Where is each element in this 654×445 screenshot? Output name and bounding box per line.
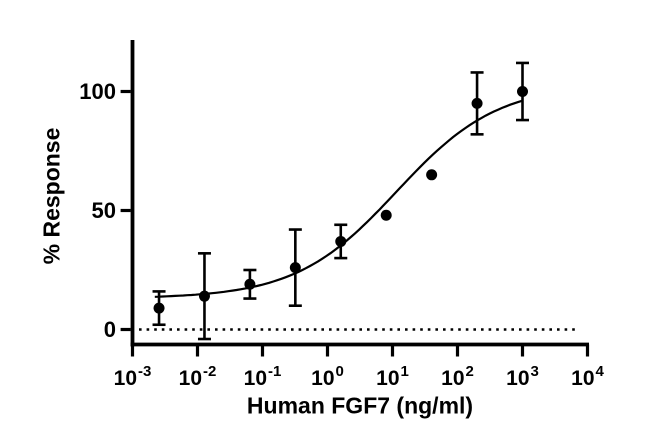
data-point-marker — [198, 290, 210, 302]
x-axis-title: Human FGF7 (ng/ml) — [246, 392, 474, 419]
data-point-marker — [153, 302, 165, 314]
data-point-marker — [335, 235, 347, 247]
x-tick-label: 102 — [441, 363, 474, 390]
data-point-marker — [289, 262, 301, 274]
x-tick-label: 10-3 — [114, 363, 152, 390]
x-tick-label: 103 — [506, 363, 539, 390]
data-point-marker — [244, 278, 256, 290]
x-tick-label: 101 — [376, 363, 409, 390]
x-tick-label: 10-1 — [244, 363, 282, 390]
y-tick-label: 50 — [92, 198, 116, 223]
data-point-marker — [426, 169, 438, 181]
x-tick-label: 10-2 — [179, 363, 217, 390]
data-point-marker — [471, 97, 483, 109]
fit-curve — [154, 99, 523, 298]
data-point-marker — [380, 209, 392, 221]
x-tick-label: 100 — [311, 363, 344, 390]
y-tick-label: 100 — [79, 79, 116, 104]
y-tick-label: 0 — [104, 317, 116, 342]
data-point-marker — [517, 86, 528, 97]
x-tick-label: 104 — [571, 363, 604, 390]
y-axis-title: % Response — [38, 127, 65, 265]
